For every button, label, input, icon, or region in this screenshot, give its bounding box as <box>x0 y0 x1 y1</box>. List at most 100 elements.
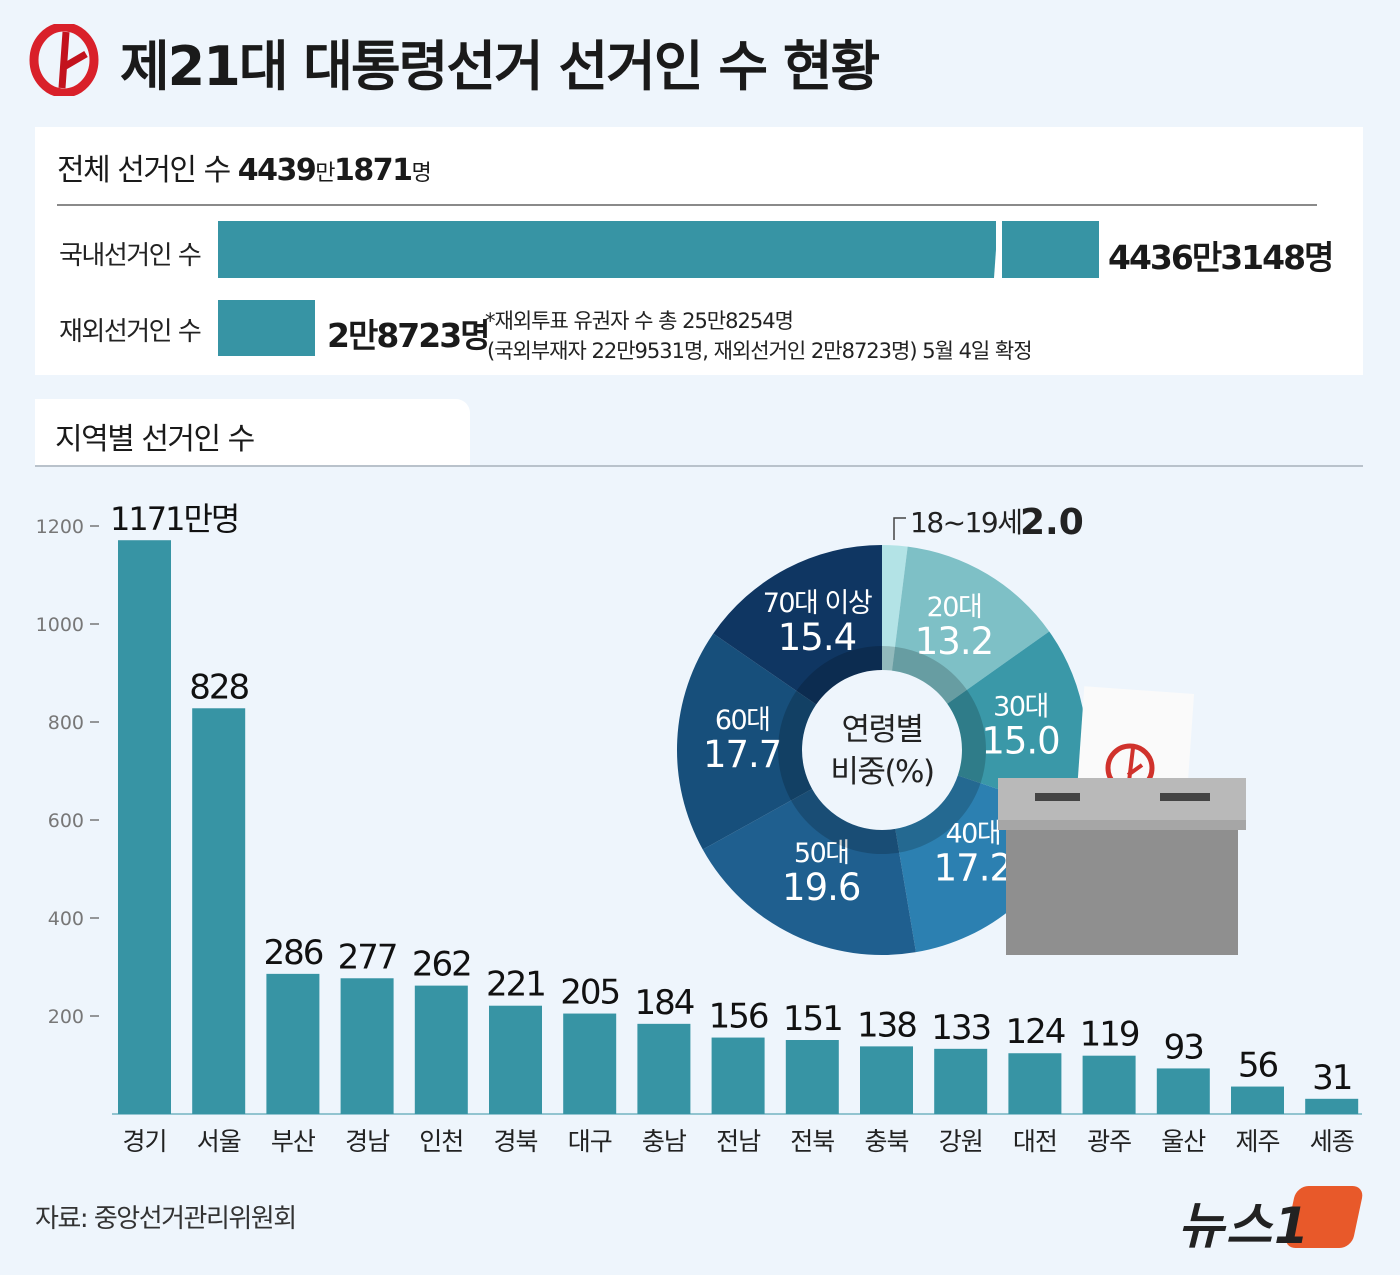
donut-center <box>804 672 960 828</box>
value-label: 1171만명 <box>110 500 238 538</box>
value-label: 93 <box>1164 1027 1203 1067</box>
category-label: 경기 <box>122 1127 166 1156</box>
bar-대구 <box>563 1013 617 1114</box>
slice-label: 50대 <box>794 838 849 869</box>
category-label: 강원 <box>939 1127 983 1156</box>
value-label: 184 <box>634 983 693 1023</box>
bar-세종 <box>1305 1098 1359 1114</box>
value-label: 31 <box>1312 1058 1351 1098</box>
slice-70대 이상 <box>713 545 882 705</box>
donut-subtitle: 비중(%) <box>830 754 933 790</box>
bar-충북 <box>860 1046 913 1114</box>
value-label: 262 <box>412 945 471 985</box>
value-label: 119 <box>1080 1015 1139 1055</box>
summary-panel: 전체 선거인 수 4439만1871명 국내선거인 수 4436만3148명 재… <box>35 127 1363 375</box>
value-label: 56 <box>1238 1046 1278 1086</box>
bar-울산 <box>1156 1068 1210 1114</box>
domestic-bar-end <box>1002 221 1099 278</box>
domestic-label: 국내선거인 수 <box>59 241 202 271</box>
bar-인천 <box>414 985 468 1114</box>
page-title: 제21대 대통령선거 선거인 수 현황 <box>120 35 880 98</box>
total-value-b: 1871 <box>333 153 413 188</box>
category-label: 세종 <box>1310 1127 1354 1156</box>
category-label: 대전 <box>1013 1127 1057 1156</box>
slice-18~19세 <box>882 545 908 671</box>
slice-value: 2.0 <box>1020 502 1084 543</box>
value-label: 133 <box>931 1008 990 1048</box>
y-tick-label: 800 <box>48 712 84 734</box>
value-label: 205 <box>560 973 619 1013</box>
category-label: 충남 <box>642 1127 687 1156</box>
ballot-slot <box>1035 793 1080 801</box>
value-label: 151 <box>783 999 842 1039</box>
category-label: 제주 <box>1235 1127 1279 1156</box>
section-divider <box>35 465 1363 467</box>
bar-대전 <box>1008 1053 1062 1114</box>
bar-강원 <box>934 1048 988 1114</box>
y-tick-label: 1200 <box>36 516 84 538</box>
slice-label: 70대 이상 <box>763 588 872 619</box>
category-label: 경남 <box>345 1127 390 1156</box>
slice-50대 <box>702 788 916 955</box>
y-tick-label: 200 <box>48 1006 84 1028</box>
total-value-a: 4439 <box>237 153 317 188</box>
ballot-box-illustration <box>998 686 1246 955</box>
slice-60대 <box>677 633 817 850</box>
category-label: 전북 <box>790 1127 834 1156</box>
bar-제주 <box>1231 1086 1284 1114</box>
slice-value: 17.7 <box>703 733 781 776</box>
slice-value: 13.2 <box>915 620 993 663</box>
category-label: 대구 <box>568 1127 612 1156</box>
election-commission-logo <box>29 24 99 96</box>
note-line-2: (국외부재자 22만9531명, 재외선거인 2만8723명) 5월 4일 확정 <box>487 339 1033 363</box>
category-label: 광주 <box>1087 1127 1131 1156</box>
donut-title: 연령별 <box>841 712 922 748</box>
y-tick-label: 600 <box>48 810 84 832</box>
value-label: 138 <box>857 1005 916 1045</box>
y-tick-label: 1000 <box>36 614 84 636</box>
section-tab: 지역별 선거인 수 <box>35 399 470 465</box>
section-title: 지역별 선거인 수 <box>55 422 255 457</box>
category-label: 서울 <box>197 1127 241 1156</box>
divider <box>57 204 1317 206</box>
total-label: 전체 선거인 수 <box>57 153 231 188</box>
source-note: 자료: 중앙선거관리위원회 <box>35 1204 297 1234</box>
bar-경북 <box>489 1005 542 1114</box>
slice-label: 60대 <box>715 705 770 736</box>
bar-서울 <box>192 708 246 1114</box>
news1-logo: 뉴스1 <box>1178 1197 1311 1255</box>
overseas-value: 2만8723명 <box>327 316 491 355</box>
slice-label: 18~19세 <box>910 506 1021 539</box>
bar-충남 <box>637 1023 691 1114</box>
category-label: 전남 <box>716 1127 761 1156</box>
value-label: 156 <box>709 997 768 1037</box>
leader-line <box>893 517 906 540</box>
bar-경남 <box>340 978 394 1114</box>
slice-30대 <box>947 631 1087 816</box>
overseas-bar <box>218 300 315 356</box>
domestic-value: 4436만3148명 <box>1108 238 1334 277</box>
slice-value: 15.0 <box>981 720 1059 763</box>
ballot-slot <box>1160 793 1210 801</box>
value-label: 124 <box>1005 1012 1064 1052</box>
value-label: 828 <box>189 667 248 707</box>
slice-value: 19.6 <box>782 866 860 909</box>
overseas-label: 재외선거인 수 <box>59 317 202 347</box>
value-label: 221 <box>486 965 545 1005</box>
slice-label: 30대 <box>993 692 1048 723</box>
category-label: 경북 <box>493 1127 537 1156</box>
total-voters: 전체 선거인 수 4439만1871명 <box>57 145 432 189</box>
total-unit-b: 명 <box>411 161 431 186</box>
bar-전북 <box>785 1040 839 1114</box>
slice-20대 <box>892 546 1050 704</box>
total-unit-a: 만 <box>315 161 335 186</box>
donut-inner-ring <box>778 646 986 854</box>
bar-부산 <box>266 973 320 1114</box>
slice-label: 20대 <box>927 592 982 623</box>
ballot-box-body <box>1006 830 1238 955</box>
slice-value: 17.2 <box>934 847 1012 890</box>
